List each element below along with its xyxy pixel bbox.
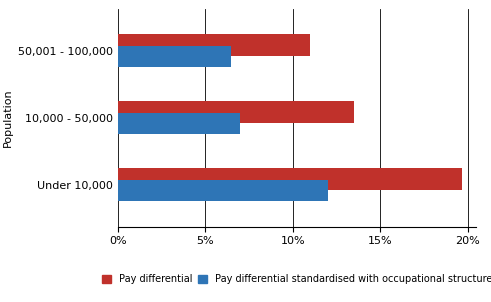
Y-axis label: Population: Population xyxy=(2,88,12,147)
Bar xyxy=(118,180,327,201)
Bar xyxy=(118,34,310,56)
Bar xyxy=(118,169,463,190)
Bar xyxy=(118,101,354,123)
Bar xyxy=(118,46,231,67)
Legend: Pay differential, Pay differential standardised with occupational structure: Pay differential, Pay differential stand… xyxy=(98,271,491,288)
Bar xyxy=(118,113,240,134)
